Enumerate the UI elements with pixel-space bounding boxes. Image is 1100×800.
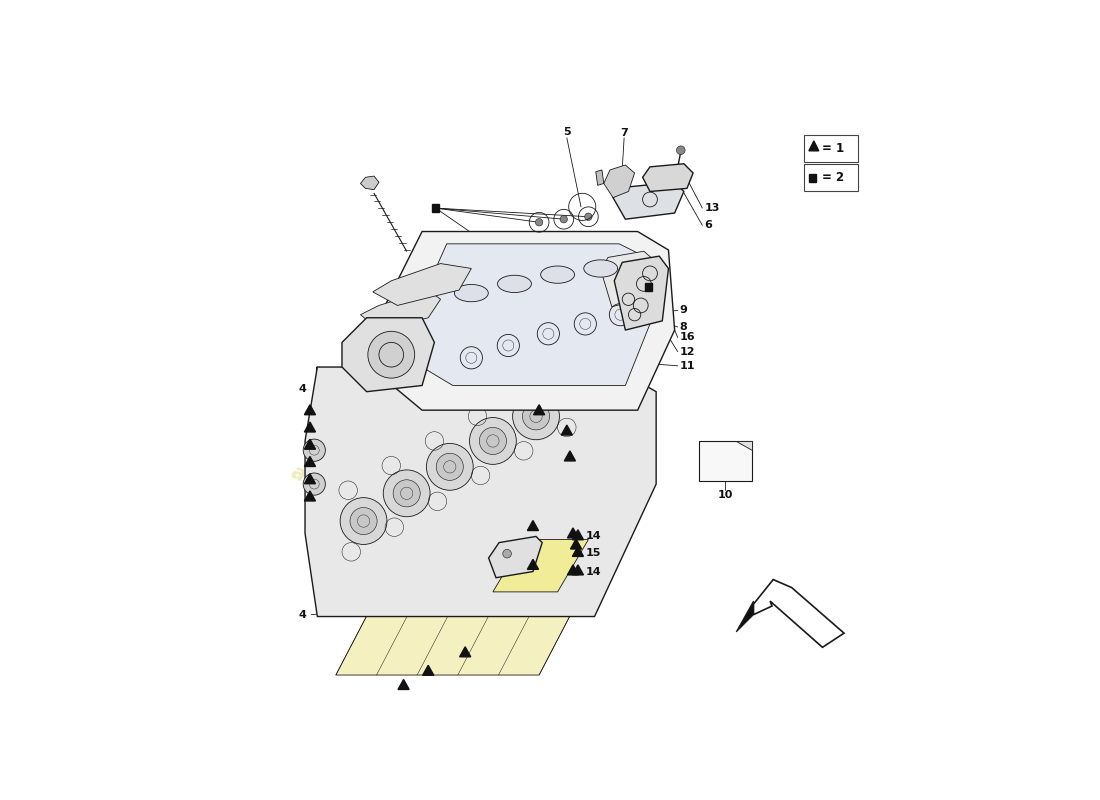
Text: a parts for parts since 1985: a parts for parts since 1985 <box>288 462 593 618</box>
Polygon shape <box>808 141 818 151</box>
Circle shape <box>513 393 560 440</box>
Circle shape <box>437 454 463 480</box>
Polygon shape <box>342 318 435 392</box>
Circle shape <box>350 507 377 534</box>
Circle shape <box>383 470 430 517</box>
Text: 12: 12 <box>680 346 695 357</box>
Polygon shape <box>642 164 693 191</box>
Text: 15: 15 <box>585 548 601 558</box>
Polygon shape <box>373 263 471 306</box>
Text: epc: epc <box>407 323 622 460</box>
Polygon shape <box>601 251 653 306</box>
Polygon shape <box>493 539 588 592</box>
Text: 5: 5 <box>563 126 571 137</box>
Text: 7: 7 <box>620 128 628 138</box>
Polygon shape <box>604 165 635 198</box>
Circle shape <box>470 418 516 464</box>
Polygon shape <box>361 176 378 190</box>
Polygon shape <box>572 565 583 575</box>
Text: 10: 10 <box>718 490 733 499</box>
Polygon shape <box>305 422 316 432</box>
Polygon shape <box>527 559 539 570</box>
Polygon shape <box>613 182 684 219</box>
Circle shape <box>536 218 542 226</box>
Polygon shape <box>754 579 844 647</box>
Text: 13: 13 <box>704 203 719 213</box>
Circle shape <box>340 498 387 545</box>
Bar <box>645 283 652 290</box>
Circle shape <box>676 146 685 154</box>
Circle shape <box>367 331 415 378</box>
Text: = 1: = 1 <box>823 142 845 155</box>
Polygon shape <box>736 441 751 450</box>
Polygon shape <box>534 405 544 414</box>
Circle shape <box>304 473 326 495</box>
Polygon shape <box>488 537 542 578</box>
Polygon shape <box>305 491 316 501</box>
Text: 4: 4 <box>298 610 306 620</box>
Text: 9: 9 <box>680 306 688 315</box>
Polygon shape <box>422 244 650 386</box>
Bar <box>432 205 439 212</box>
Text: 16: 16 <box>680 333 695 342</box>
Ellipse shape <box>497 275 531 293</box>
Ellipse shape <box>540 266 574 283</box>
Circle shape <box>304 439 326 462</box>
Circle shape <box>658 170 668 180</box>
Circle shape <box>503 550 512 558</box>
Polygon shape <box>568 565 579 575</box>
Polygon shape <box>568 528 579 538</box>
Polygon shape <box>460 647 471 657</box>
Polygon shape <box>305 405 316 414</box>
Polygon shape <box>571 539 582 549</box>
Circle shape <box>522 402 550 430</box>
Ellipse shape <box>584 260 618 277</box>
Polygon shape <box>422 666 433 675</box>
Text: = 2: = 2 <box>823 171 845 184</box>
Text: eu: eu <box>330 395 452 486</box>
Polygon shape <box>736 601 754 632</box>
Circle shape <box>585 213 592 221</box>
Circle shape <box>560 215 568 223</box>
Polygon shape <box>700 441 751 481</box>
FancyBboxPatch shape <box>804 135 858 162</box>
Polygon shape <box>398 679 409 690</box>
Polygon shape <box>305 474 316 484</box>
Text: 14: 14 <box>585 531 601 542</box>
Text: 11: 11 <box>680 361 695 371</box>
Polygon shape <box>564 451 575 461</box>
Polygon shape <box>361 290 440 330</box>
Text: 14: 14 <box>585 566 601 577</box>
Text: 6: 6 <box>704 220 712 230</box>
Text: 4: 4 <box>298 383 306 394</box>
Polygon shape <box>572 546 583 556</box>
Polygon shape <box>614 256 669 330</box>
Text: 8: 8 <box>680 322 688 332</box>
Polygon shape <box>385 231 674 410</box>
Bar <box>808 174 816 182</box>
Polygon shape <box>305 439 316 450</box>
FancyBboxPatch shape <box>804 164 858 191</box>
Circle shape <box>480 427 506 454</box>
Polygon shape <box>305 457 316 466</box>
Ellipse shape <box>454 285 488 302</box>
Polygon shape <box>561 425 572 435</box>
Polygon shape <box>305 367 656 617</box>
Circle shape <box>393 480 420 507</box>
Circle shape <box>427 443 473 490</box>
Polygon shape <box>336 604 576 675</box>
Polygon shape <box>572 530 583 540</box>
Polygon shape <box>596 170 604 186</box>
Polygon shape <box>527 521 539 530</box>
